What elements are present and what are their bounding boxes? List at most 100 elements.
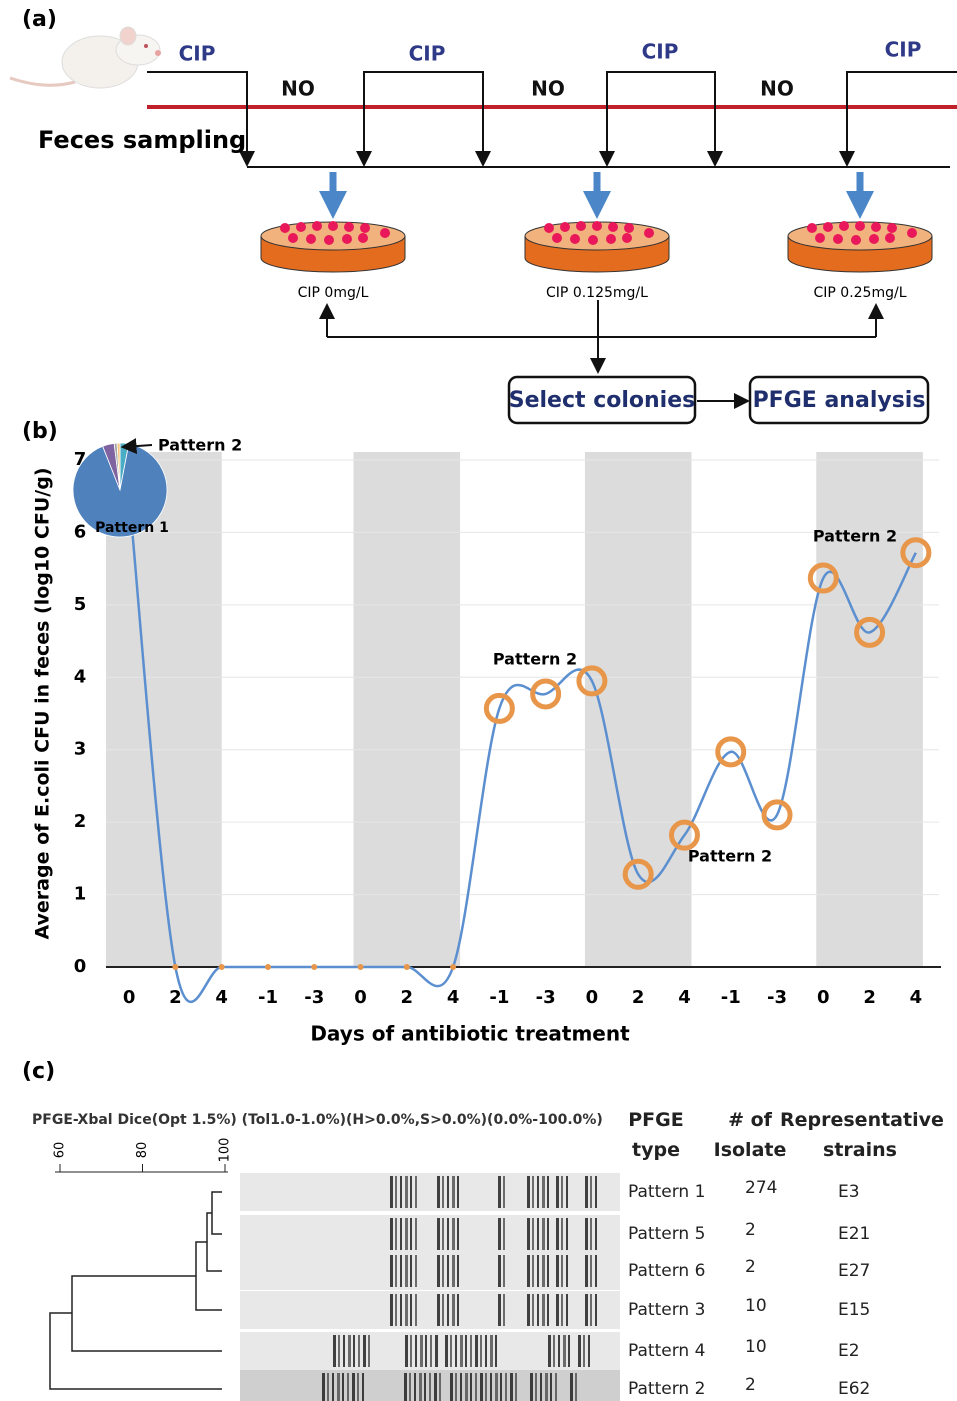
- x-tick-label: 2: [169, 987, 182, 1008]
- gel-band: [457, 1294, 459, 1326]
- gel-band: [414, 1373, 416, 1401]
- gel-band: [561, 1294, 563, 1326]
- gel-band: [390, 1294, 393, 1326]
- dosing-label: NO: [281, 77, 315, 101]
- colony: [360, 223, 370, 233]
- y-tick-label: 5: [74, 594, 87, 615]
- gel-band: [452, 1176, 455, 1208]
- table-cell: 10: [745, 1337, 767, 1357]
- gel-band: [527, 1294, 530, 1326]
- pie-label: Pattern 1: [95, 520, 169, 536]
- gel-band: [395, 1176, 397, 1208]
- gel-band: [530, 1373, 533, 1401]
- gel-band: [498, 1255, 501, 1287]
- gel-band: [537, 1218, 539, 1250]
- marker: [219, 964, 225, 970]
- gel-band: [434, 1373, 437, 1401]
- y-tick-label: 3: [74, 739, 87, 760]
- table-cell: Pattern 2: [628, 1379, 705, 1399]
- x-tick-label: -3: [304, 987, 324, 1008]
- x-tick-label: 0: [586, 987, 599, 1008]
- gel-band: [553, 1335, 555, 1367]
- gel-band: [585, 1176, 588, 1208]
- colony: [606, 234, 616, 244]
- gel-band: [505, 1373, 507, 1401]
- gel-band: [498, 1294, 501, 1326]
- pie-label: Pattern 2: [158, 436, 242, 455]
- x-tick-label: -1: [721, 987, 741, 1008]
- method-label: PFGE-Xbal Dice(Opt 1.5%) (Tol1.0-1.0%)(H…: [32, 1112, 603, 1128]
- gel-band: [480, 1373, 483, 1401]
- colony: [342, 234, 352, 244]
- gel-band: [409, 1373, 411, 1401]
- gel-band: [404, 1373, 407, 1401]
- gel-band: [590, 1294, 592, 1326]
- gel-band: [595, 1255, 597, 1287]
- annotation: Pattern 2: [493, 650, 577, 669]
- gel-band: [343, 1335, 345, 1367]
- table-cell: Pattern 4: [628, 1341, 705, 1361]
- gel-band: [585, 1218, 588, 1250]
- gel-band: [337, 1373, 340, 1401]
- gel-band: [442, 1218, 444, 1250]
- gel-band: [542, 1218, 545, 1250]
- gel-band: [450, 1335, 452, 1367]
- x-tick-label: 0: [354, 987, 367, 1008]
- gel-band: [442, 1294, 444, 1326]
- gel-band: [410, 1176, 412, 1208]
- gel-band: [363, 1335, 366, 1367]
- gel-band: [442, 1176, 444, 1208]
- gel-band: [430, 1335, 432, 1367]
- gel-band: [556, 1255, 559, 1287]
- marker: [450, 964, 456, 970]
- colony: [560, 222, 570, 232]
- gel-band: [542, 1176, 545, 1208]
- gel-band: [542, 1294, 545, 1326]
- gel-band: [470, 1335, 472, 1367]
- gel-band: [540, 1373, 542, 1401]
- x-tick-label: -1: [489, 987, 509, 1008]
- x-tick-label: 0: [817, 987, 830, 1008]
- gel-band: [556, 1218, 559, 1250]
- panel-label: (c): [22, 1059, 55, 1084]
- colony: [312, 221, 322, 231]
- gel-band: [405, 1176, 408, 1208]
- gel-band: [415, 1218, 417, 1250]
- gel-band: [452, 1218, 455, 1250]
- gel-band: [437, 1176, 440, 1208]
- colony: [544, 223, 554, 233]
- gel-band: [405, 1218, 408, 1250]
- gel-band: [532, 1294, 534, 1326]
- x-tick-label: -1: [258, 987, 278, 1008]
- gel-band: [400, 1218, 402, 1250]
- annotation: Pattern 2: [813, 527, 897, 546]
- gel-band: [510, 1373, 513, 1401]
- gel-band: [420, 1335, 423, 1367]
- dosing-label: CIP: [409, 42, 446, 66]
- data-line: [129, 496, 916, 1002]
- colony: [907, 228, 917, 238]
- colony: [570, 234, 580, 244]
- table-cell: Pattern 1: [628, 1182, 705, 1202]
- gel-band: [585, 1294, 588, 1326]
- gel-band: [455, 1373, 457, 1401]
- table-cell: 2: [745, 1375, 756, 1395]
- gel-band: [548, 1335, 551, 1367]
- table-cell: 274: [745, 1178, 777, 1198]
- gel-band: [583, 1335, 585, 1367]
- gel-band: [535, 1373, 537, 1401]
- gel-image: [240, 1173, 620, 1401]
- gel-band: [447, 1255, 449, 1287]
- panel-label: (a): [22, 7, 57, 32]
- gel-band: [435, 1335, 438, 1367]
- gel-band: [547, 1218, 549, 1250]
- gel-band: [410, 1218, 412, 1250]
- gel-band: [405, 1335, 408, 1367]
- gel-band: [485, 1373, 487, 1401]
- gel-band: [447, 1294, 449, 1326]
- x-tick-label: 4: [678, 987, 691, 1008]
- gel-band: [475, 1373, 477, 1401]
- gel-band: [585, 1255, 588, 1287]
- gel-band: [532, 1176, 534, 1208]
- gel-band: [400, 1176, 402, 1208]
